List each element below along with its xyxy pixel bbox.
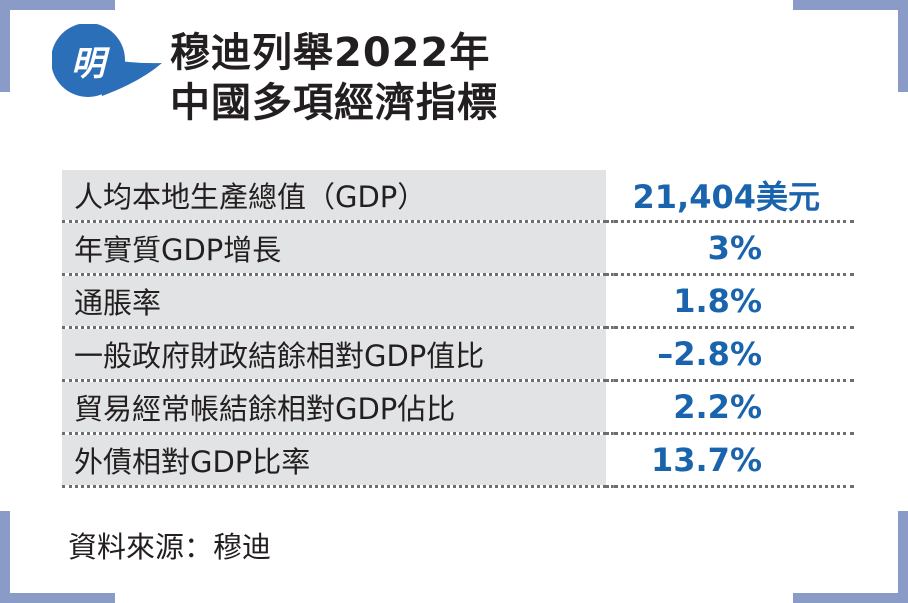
indicator-value: 13.7% — [614, 433, 854, 488]
indicator-value: 3% — [614, 221, 854, 276]
indicator-table: 人均本地生產總值（GDP） 21,404美元 年實質GDP增長 3% 通脹率 1… — [62, 170, 854, 488]
table-row: 貿易經常帳結餘相對GDP佔比 2.2% — [62, 380, 854, 435]
title-line-1: 穆迪列舉2022年 — [170, 30, 491, 76]
ming-logo-icon — [52, 24, 162, 97]
indicator-value: 21,404美元 — [614, 170, 854, 223]
frame-corner-bottom-right — [793, 511, 908, 603]
page-title: 穆迪列舉2022年 中國多項經濟指標 — [170, 28, 498, 128]
source-note: 資料來源：穆迪 — [68, 530, 272, 564]
indicator-label: 通脹率 — [62, 274, 606, 329]
table-row: 外債相對GDP比率 13.7% — [62, 433, 854, 488]
indicator-label: 貿易經常帳結餘相對GDP佔比 — [62, 380, 606, 435]
table-row: 年實質GDP增長 3% — [62, 221, 854, 276]
indicator-value: 1.8% — [614, 274, 854, 329]
indicator-label: 人均本地生產總值（GDP） — [62, 170, 606, 223]
badge-label: 明 — [71, 43, 105, 84]
table-row: 人均本地生產總值（GDP） 21,404美元 — [62, 170, 854, 223]
frame-corner-bottom-left — [0, 511, 115, 603]
indicator-label: 外債相對GDP比率 — [62, 433, 606, 488]
table-row: 一般政府財政結餘相對GDP值比 –2.8% — [62, 327, 854, 382]
frame-corner-top-left — [0, 0, 115, 92]
indicator-value: –2.8% — [614, 327, 854, 382]
title-line-2: 中國多項經濟指標 — [170, 80, 498, 126]
indicator-value: 2.2% — [614, 380, 854, 435]
frame-corner-top-right — [793, 0, 908, 92]
indicator-label: 一般政府財政結餘相對GDP值比 — [62, 327, 606, 382]
indicator-label: 年實質GDP增長 — [62, 221, 606, 276]
table-row: 通脹率 1.8% — [62, 274, 854, 329]
